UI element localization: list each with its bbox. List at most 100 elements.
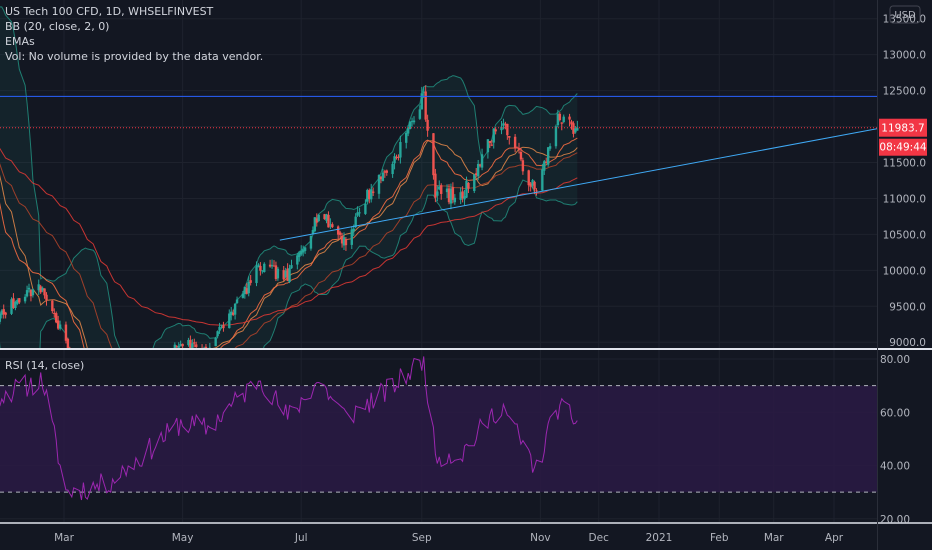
- symbol-title[interactable]: US Tech 100 CFD, 1D, WHSELFINVEST: [5, 5, 214, 18]
- candle-body: [358, 212, 361, 214]
- candle-body: [10, 299, 13, 314]
- candle-body: [397, 156, 400, 158]
- candle-body: [303, 247, 307, 251]
- candle-body: [492, 128, 495, 143]
- candle-body: [263, 263, 266, 273]
- candle-body: [41, 287, 44, 291]
- candle-body: [381, 172, 385, 182]
- candle-body: [56, 320, 60, 329]
- candle-body: [391, 163, 394, 175]
- time-tick-label: Mar: [54, 532, 74, 544]
- candle-body: [476, 163, 480, 177]
- rsi-tick-label: 40.00: [880, 461, 910, 473]
- time-tick-label: Apr: [825, 532, 844, 544]
- candle-body: [181, 343, 184, 347]
- candle-body: [342, 237, 346, 246]
- candle-body: [66, 338, 70, 348]
- candle-body: [69, 352, 71, 354]
- rsi-line: [0, 356, 578, 501]
- candle-body: [191, 343, 194, 348]
- candle-body: [519, 151, 523, 160]
- time-tick-label: Feb: [710, 532, 729, 544]
- bb-legend[interactable]: BB (20, close, 2, 0): [5, 20, 110, 33]
- candle-body: [438, 186, 441, 190]
- candle-body: [568, 116, 571, 120]
- candle-body: [424, 91, 427, 120]
- ema-50: [0, 152, 578, 348]
- rsi-title[interactable]: RSI (14, close): [5, 359, 85, 372]
- candle-body: [475, 173, 478, 176]
- candle-body: [445, 188, 449, 193]
- countdown-tag-text: 08:49:44: [879, 142, 926, 154]
- candle-body: [282, 270, 285, 280]
- ema-legend[interactable]: EMAs: [5, 35, 35, 48]
- candle-body: [18, 298, 21, 303]
- candle-body: [16, 300, 19, 304]
- price-tick-label: 10500.0: [883, 229, 926, 241]
- candle-body: [562, 116, 565, 123]
- candle-body: [545, 161, 548, 163]
- candle-body: [231, 312, 235, 315]
- candle-body: [255, 266, 258, 284]
- rsi-band: [0, 385, 877, 493]
- ema-lines: [0, 137, 578, 348]
- candle-body: [399, 142, 402, 158]
- rsi-tick-label: 80.00: [880, 354, 910, 366]
- candle-body: [506, 123, 509, 136]
- candle-body: [39, 286, 42, 293]
- candle-body: [164, 354, 166, 356]
- candle-body: [152, 365, 154, 371]
- candle-body: [259, 265, 262, 271]
- candle-body: [160, 363, 162, 371]
- candle-body: [385, 170, 388, 173]
- volume-legend[interactable]: Vol: No volume is provided by the data v…: [5, 50, 264, 63]
- candle-body: [546, 147, 550, 165]
- candle-body: [344, 239, 348, 246]
- candle-body: [311, 229, 315, 235]
- candle-body: [25, 290, 29, 297]
- candle-body: [502, 123, 505, 126]
- candle-body: [29, 289, 33, 297]
- candle-body: [270, 265, 274, 267]
- candle-body: [440, 185, 443, 194]
- candle-body: [154, 371, 156, 372]
- candle-body: [494, 129, 497, 132]
- candle-body: [313, 217, 317, 232]
- candle-body: [286, 268, 289, 281]
- candle-body: [548, 146, 552, 149]
- ema-100: [0, 147, 578, 326]
- candle-body: [379, 176, 383, 180]
- candle-body: [177, 346, 180, 348]
- time-tick-label: May: [172, 532, 194, 544]
- candle-body: [296, 255, 299, 265]
- candle-body: [45, 294, 48, 301]
- candle-body: [214, 337, 217, 347]
- candle-body: [290, 265, 293, 269]
- candle-body: [298, 252, 301, 258]
- candle-body: [31, 289, 35, 296]
- candle-body: [486, 139, 490, 153]
- price-axis-bg: [877, 0, 932, 550]
- candle-body: [207, 352, 209, 354]
- candle-body: [284, 270, 287, 278]
- candle-body: [473, 174, 476, 192]
- candle-body: [189, 339, 192, 348]
- candle-body: [315, 218, 318, 223]
- candle-body: [329, 224, 332, 226]
- candle-body: [447, 188, 451, 203]
- candle-body: [288, 268, 291, 282]
- candle-body: [554, 126, 558, 147]
- time-tick-label: Jul: [294, 532, 308, 544]
- candle-body: [168, 353, 170, 359]
- candle-body: [354, 216, 357, 228]
- candle-body: [543, 161, 546, 171]
- currency-button[interactable]: [889, 5, 921, 24]
- candle-body: [500, 126, 503, 131]
- candle-body: [247, 281, 250, 294]
- bb-basis: [0, 140, 578, 348]
- candle-body: [395, 157, 398, 159]
- price-tick-label: 12500.0: [883, 86, 926, 98]
- candle-body: [420, 93, 423, 110]
- candle-body: [43, 288, 46, 296]
